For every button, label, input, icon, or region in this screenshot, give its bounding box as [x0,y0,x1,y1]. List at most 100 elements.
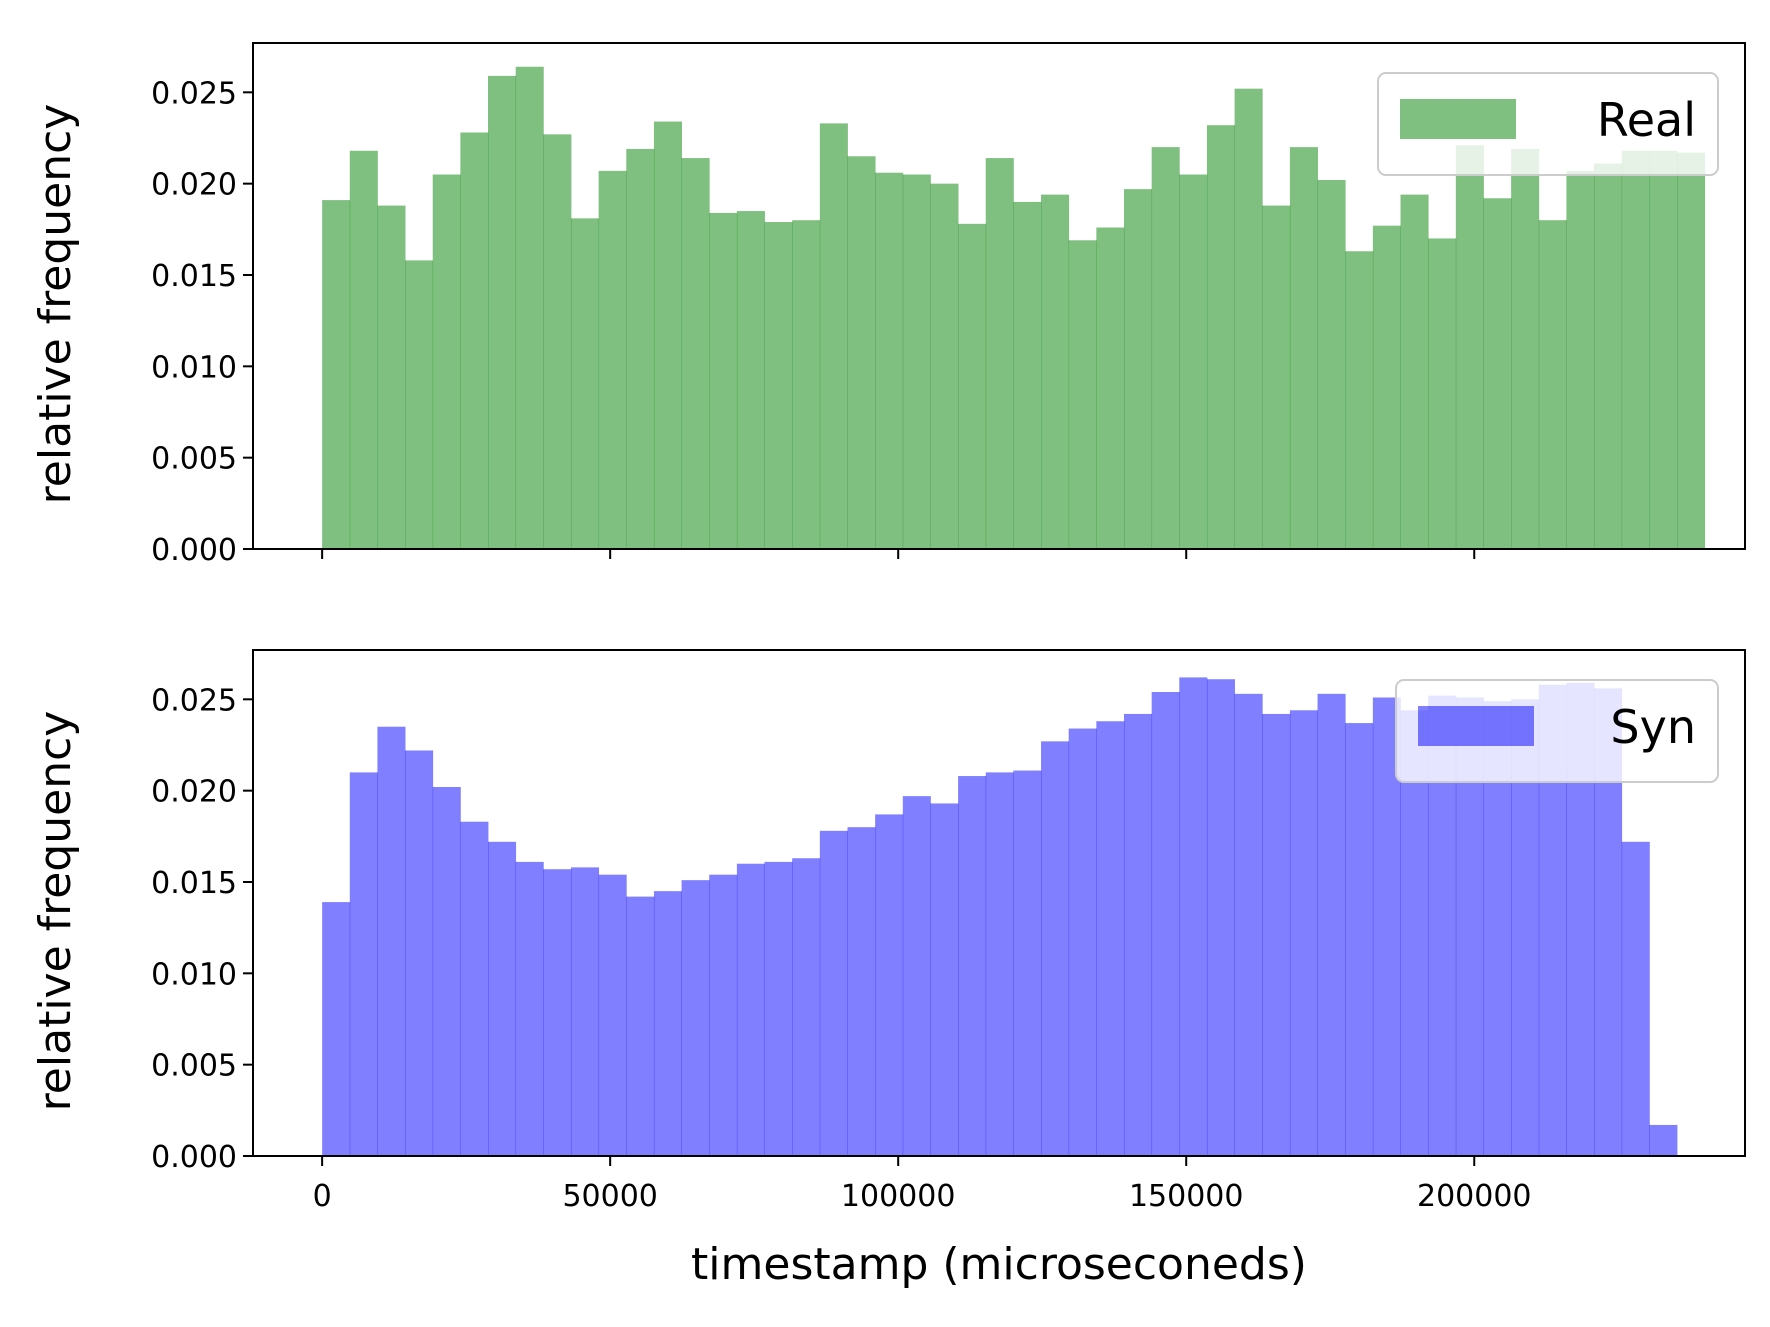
bar [1151,692,1180,1156]
bar [349,150,378,549]
bar [377,726,406,1156]
bar [875,172,904,549]
bar [1041,194,1070,549]
y-axis-label: relative frequency [30,104,81,505]
bar [1096,227,1125,549]
bar [1483,198,1512,549]
bar [1649,150,1678,549]
bar [792,220,821,549]
bar [432,174,461,549]
y-tick-label: 0.020 [151,168,237,203]
bar [1096,721,1125,1156]
bar [322,902,351,1156]
y-tick-label: 0.000 [151,533,237,568]
bar [1013,201,1042,550]
axes-frame [252,42,1746,550]
bar [1511,148,1540,549]
bar [543,134,572,549]
panel-syn: 0.000 0.005 0.010 0.015 0.020 0.025 0 50000 1000… [30,649,1746,1290]
bar [1594,163,1623,549]
bar [598,170,627,549]
bar [322,200,351,549]
legend-swatch [1418,706,1534,746]
y-tick-label: 0.025 [151,683,237,718]
bar [764,861,793,1156]
x-tick-label: 200000 [1417,1179,1532,1214]
bar [1621,841,1650,1156]
bar [958,223,987,549]
bar [1372,225,1401,550]
bar [1151,147,1180,549]
bar [819,123,848,549]
bar [1262,713,1291,1156]
bar [1317,693,1346,1156]
bar [1289,710,1318,1156]
bar [432,787,461,1156]
y-tick-label: 0.020 [151,775,237,810]
bar [709,212,738,549]
bar [460,821,489,1156]
bar [985,158,1014,549]
bar [792,858,821,1156]
bar [902,174,931,549]
bar [626,896,655,1156]
x-tick-label: 150000 [1129,1179,1244,1214]
bar [1400,194,1429,549]
x-tick-label: 0 [313,1179,332,1214]
legend: Syn [1395,679,1719,783]
bars-real [322,66,1706,550]
bar [681,158,710,549]
bar [570,867,600,1156]
y-tick-label: 0.015 [151,259,237,294]
x-axis-label: timestamp (microseconeds) [691,1239,1307,1290]
bar [681,880,710,1156]
bar [1649,1124,1678,1156]
bar [847,827,876,1156]
bar [1289,147,1318,549]
bar [1068,728,1097,1156]
bar [819,830,848,1156]
bar [930,183,959,549]
bar [1068,240,1097,550]
bar [349,772,378,1156]
y-tick-label: 0.005 [151,442,237,477]
y-tick-label: 0.015 [151,866,237,901]
legend-swatch [1400,99,1516,139]
bar [405,260,434,549]
bar [1179,677,1208,1156]
bar [405,750,434,1156]
bar [736,211,765,549]
bar [488,75,517,549]
bar [1317,180,1346,549]
legend-label: Syn [1610,700,1696,754]
bar [930,803,959,1156]
bars-syn [322,677,1678,1156]
x-tick-label: 50000 [562,1179,657,1214]
bar [1234,88,1263,550]
bar [488,841,517,1156]
bar [1124,713,1153,1156]
bar [653,121,682,550]
y-axis-label: relative frequency [30,711,81,1112]
y-tick-label: 0.000 [151,1140,237,1175]
bar [1345,723,1374,1156]
bar [460,132,489,549]
y-tick-label: 0.025 [151,76,237,111]
y-tick-label: 0.010 [151,957,237,992]
panel-real: 0.000 0.005 0.010 0.015 0.020 0.025 relative f… [30,42,1746,568]
bar [958,776,987,1156]
bar [598,874,627,1156]
bar [1206,125,1236,549]
bar [1428,238,1457,549]
bar [1234,693,1263,1156]
bar [1566,170,1595,549]
bar [515,861,544,1156]
legend-box [1377,72,1719,176]
bar [1538,220,1567,549]
bar [377,205,406,549]
bar [1345,251,1374,549]
bar [653,891,682,1156]
y-tick-label: 0.010 [151,350,237,385]
bar [875,814,904,1156]
